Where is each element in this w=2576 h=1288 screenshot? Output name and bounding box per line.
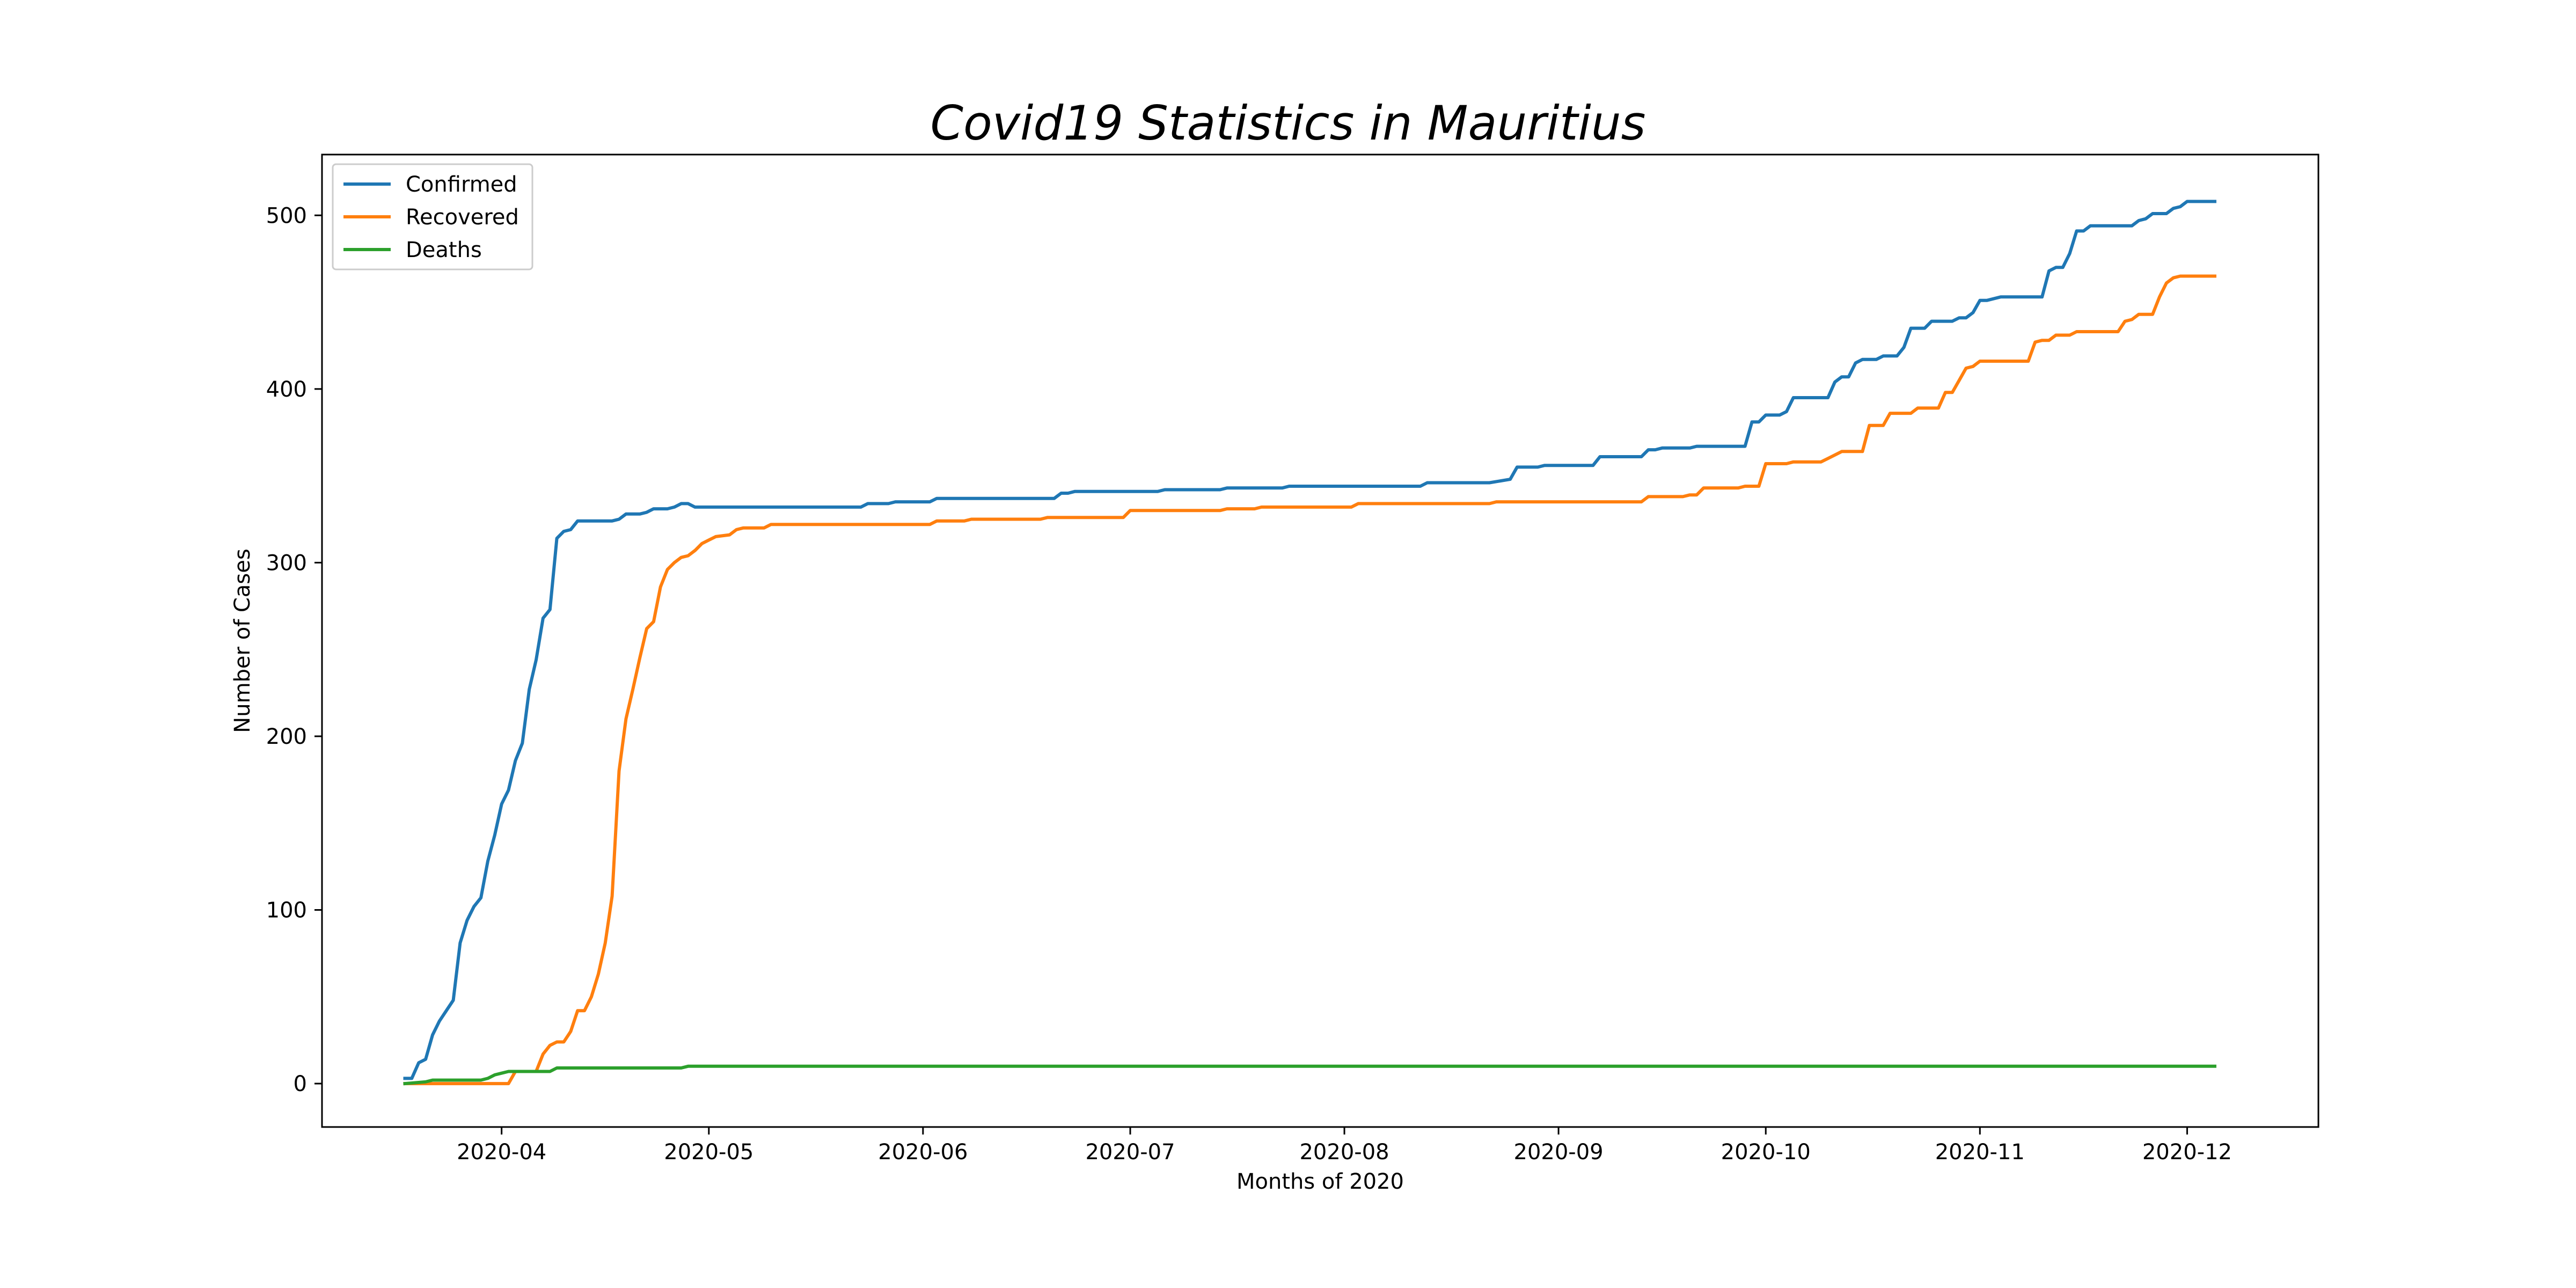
x-tick-label: 2020-09 xyxy=(1514,1140,1604,1165)
y-tick-label: 0 xyxy=(294,1072,307,1096)
y-axis: 0 100 200 300 400 500 xyxy=(266,203,322,1096)
series-line-deaths xyxy=(403,1064,2216,1086)
y-tick-label: 300 xyxy=(266,551,307,575)
x-tick-label: 2020-11 xyxy=(1935,1140,2025,1165)
y-axis-label: Number of Cases xyxy=(230,548,255,733)
x-tick-label: 2020-07 xyxy=(1085,1140,1175,1165)
y-tick-label: 100 xyxy=(266,898,307,923)
legend-label-recovered: Recovered xyxy=(406,205,519,230)
series-layer xyxy=(403,200,2216,1086)
chart-title: Covid19 Statistics in Mauritius xyxy=(931,96,1646,151)
y-tick-label: 500 xyxy=(266,203,307,228)
legend: Confirmed Recovered Deaths xyxy=(332,163,533,270)
x-tick-label: 2020-12 xyxy=(2142,1140,2232,1165)
legend-label-confirmed: Confirmed xyxy=(406,172,517,197)
x-tick-label: 2020-08 xyxy=(1299,1140,1389,1165)
legend-label-deaths: Deaths xyxy=(406,238,482,262)
series-line-confirmed xyxy=(403,200,2216,1080)
legend-box xyxy=(332,163,533,270)
x-tick-label: 2020-05 xyxy=(664,1140,753,1165)
x-tick-label: 2020-06 xyxy=(878,1140,968,1165)
y-tick-label: 200 xyxy=(266,724,307,749)
x-axis-label: Months of 2020 xyxy=(1236,1169,1404,1194)
x-axis: 2020-04 2020-05 2020-06 2020-07 2020-08 2020-… xyxy=(457,1127,2232,1165)
plot-area-frame xyxy=(321,153,2319,1128)
x-tick-label: 2020-10 xyxy=(1721,1140,1811,1165)
y-tick-label: 400 xyxy=(266,377,307,402)
series-line-recovered xyxy=(403,274,2216,1086)
x-tick-label: 2020-04 xyxy=(457,1140,546,1165)
